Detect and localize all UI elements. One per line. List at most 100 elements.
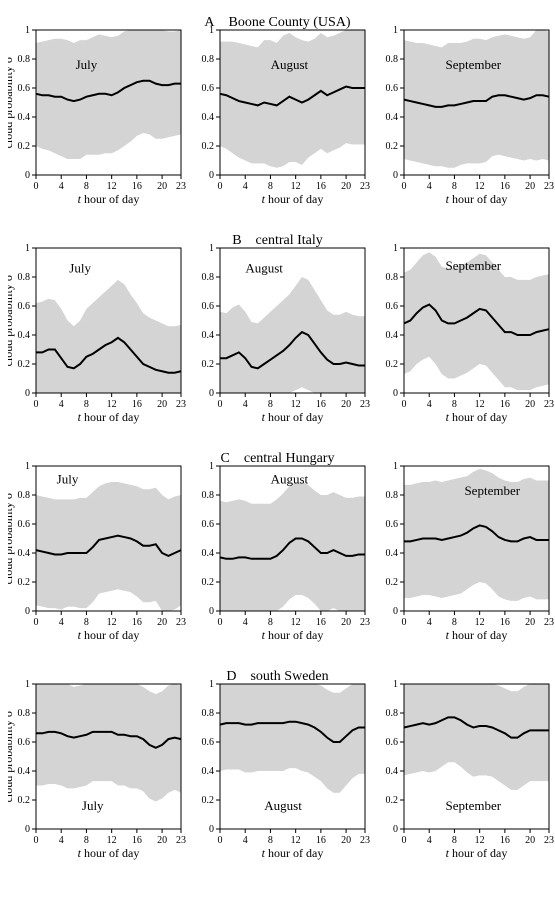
svg-text:20: 20 xyxy=(525,617,535,628)
svg-text:8: 8 xyxy=(452,835,457,846)
svg-text:16: 16 xyxy=(132,399,142,410)
x-axis-label: t hour of day xyxy=(78,628,140,642)
svg-text:0.4: 0.4 xyxy=(386,548,399,559)
svg-text:0: 0 xyxy=(25,824,30,835)
x-axis-label: t hour of day xyxy=(262,628,324,642)
svg-text:0.6: 0.6 xyxy=(386,301,399,312)
svg-text:20: 20 xyxy=(525,399,535,410)
y-axis-label: cloud probability σ xyxy=(8,492,15,584)
uncertainty-band xyxy=(220,277,365,393)
svg-text:0.4: 0.4 xyxy=(18,766,31,777)
svg-text:0.2: 0.2 xyxy=(202,795,215,806)
svg-text:0: 0 xyxy=(34,399,39,410)
svg-text:16: 16 xyxy=(132,181,142,192)
x-axis-label: t hour of day xyxy=(446,628,508,642)
x-axis-label: t hour of day xyxy=(262,192,324,206)
svg-text:0.4: 0.4 xyxy=(18,548,31,559)
x-axis-label: t hour of day xyxy=(262,846,324,860)
svg-text:0: 0 xyxy=(209,170,214,181)
svg-text:0.8: 0.8 xyxy=(386,708,399,719)
x-axis-label: t hour of day xyxy=(78,192,140,206)
svg-text:23: 23 xyxy=(176,617,186,628)
svg-text:0.2: 0.2 xyxy=(386,577,399,588)
svg-text:0.4: 0.4 xyxy=(386,330,399,341)
svg-text:20: 20 xyxy=(341,181,351,192)
svg-text:12: 12 xyxy=(107,181,117,192)
svg-text:23: 23 xyxy=(544,181,554,192)
svg-text:0.8: 0.8 xyxy=(18,490,31,501)
svg-text:0.6: 0.6 xyxy=(202,83,215,94)
svg-text:1: 1 xyxy=(393,679,398,690)
svg-text:0.4: 0.4 xyxy=(202,112,215,123)
chart-panel: 0481216202300.20.40.60.81t hour of daySe… xyxy=(376,25,555,208)
chart-panel: 0481216202300.20.40.60.81t hour of daycl… xyxy=(8,25,193,208)
svg-text:1: 1 xyxy=(209,461,214,472)
svg-text:23: 23 xyxy=(176,835,186,846)
svg-text:16: 16 xyxy=(316,835,326,846)
svg-text:16: 16 xyxy=(132,835,142,846)
svg-text:12: 12 xyxy=(107,399,117,410)
chart-panel: 0481216202300.20.40.60.81t hour of daycl… xyxy=(8,461,193,644)
month-label: September xyxy=(446,258,502,273)
svg-text:4: 4 xyxy=(427,399,432,410)
svg-text:4: 4 xyxy=(59,617,64,628)
uncertainty-band xyxy=(36,482,181,611)
chart-panel: 0481216202300.20.40.60.81t hour of daySe… xyxy=(376,243,555,426)
svg-text:0.2: 0.2 xyxy=(386,795,399,806)
svg-text:0.2: 0.2 xyxy=(202,359,215,370)
x-axis-label: t hour of day xyxy=(262,410,324,424)
svg-text:23: 23 xyxy=(544,399,554,410)
svg-text:0.6: 0.6 xyxy=(386,83,399,94)
svg-text:0.2: 0.2 xyxy=(202,577,215,588)
y-axis-label: cloud probability σ xyxy=(8,274,15,366)
chart-panel: 0481216202300.20.40.60.81t hour of dayAu… xyxy=(192,243,377,426)
svg-text:12: 12 xyxy=(475,181,485,192)
svg-text:20: 20 xyxy=(341,399,351,410)
svg-text:0: 0 xyxy=(393,824,398,835)
x-axis-label: t hour of day xyxy=(78,410,140,424)
svg-text:8: 8 xyxy=(84,835,89,846)
month-label: September xyxy=(446,57,502,72)
month-label: August xyxy=(271,57,309,72)
svg-text:16: 16 xyxy=(132,617,142,628)
svg-text:23: 23 xyxy=(360,835,370,846)
svg-text:0: 0 xyxy=(25,388,30,399)
svg-text:12: 12 xyxy=(291,835,301,846)
svg-text:0: 0 xyxy=(25,170,30,181)
x-axis-label: t hour of day xyxy=(446,410,508,424)
svg-text:16: 16 xyxy=(500,617,510,628)
svg-text:0.4: 0.4 xyxy=(386,766,399,777)
chart-panel: 0481216202300.20.40.60.81t hour of dayAu… xyxy=(192,461,377,644)
svg-text:4: 4 xyxy=(427,835,432,846)
svg-text:0.8: 0.8 xyxy=(202,708,215,719)
svg-text:0: 0 xyxy=(218,399,223,410)
svg-text:0.8: 0.8 xyxy=(386,490,399,501)
svg-text:0.4: 0.4 xyxy=(202,766,215,777)
svg-text:0.2: 0.2 xyxy=(386,359,399,370)
svg-text:8: 8 xyxy=(84,399,89,410)
svg-text:20: 20 xyxy=(157,399,167,410)
svg-text:0: 0 xyxy=(218,835,223,846)
svg-text:4: 4 xyxy=(59,835,64,846)
svg-text:8: 8 xyxy=(84,181,89,192)
svg-text:23: 23 xyxy=(360,617,370,628)
svg-text:0: 0 xyxy=(393,606,398,617)
svg-text:0.6: 0.6 xyxy=(386,519,399,530)
svg-text:0.2: 0.2 xyxy=(18,577,31,588)
svg-text:0.4: 0.4 xyxy=(18,330,31,341)
svg-text:0: 0 xyxy=(209,388,214,399)
svg-text:0: 0 xyxy=(25,606,30,617)
svg-text:4: 4 xyxy=(243,399,248,410)
svg-text:12: 12 xyxy=(475,399,485,410)
svg-text:0.8: 0.8 xyxy=(18,54,31,65)
month-label: August xyxy=(271,471,309,486)
svg-text:1: 1 xyxy=(25,243,30,254)
svg-text:1: 1 xyxy=(393,243,398,254)
svg-text:0: 0 xyxy=(402,835,407,846)
svg-text:1: 1 xyxy=(209,243,214,254)
svg-text:0.6: 0.6 xyxy=(18,83,31,94)
svg-text:0.6: 0.6 xyxy=(202,519,215,530)
svg-text:0: 0 xyxy=(34,181,39,192)
svg-text:0: 0 xyxy=(393,170,398,181)
svg-text:23: 23 xyxy=(360,399,370,410)
